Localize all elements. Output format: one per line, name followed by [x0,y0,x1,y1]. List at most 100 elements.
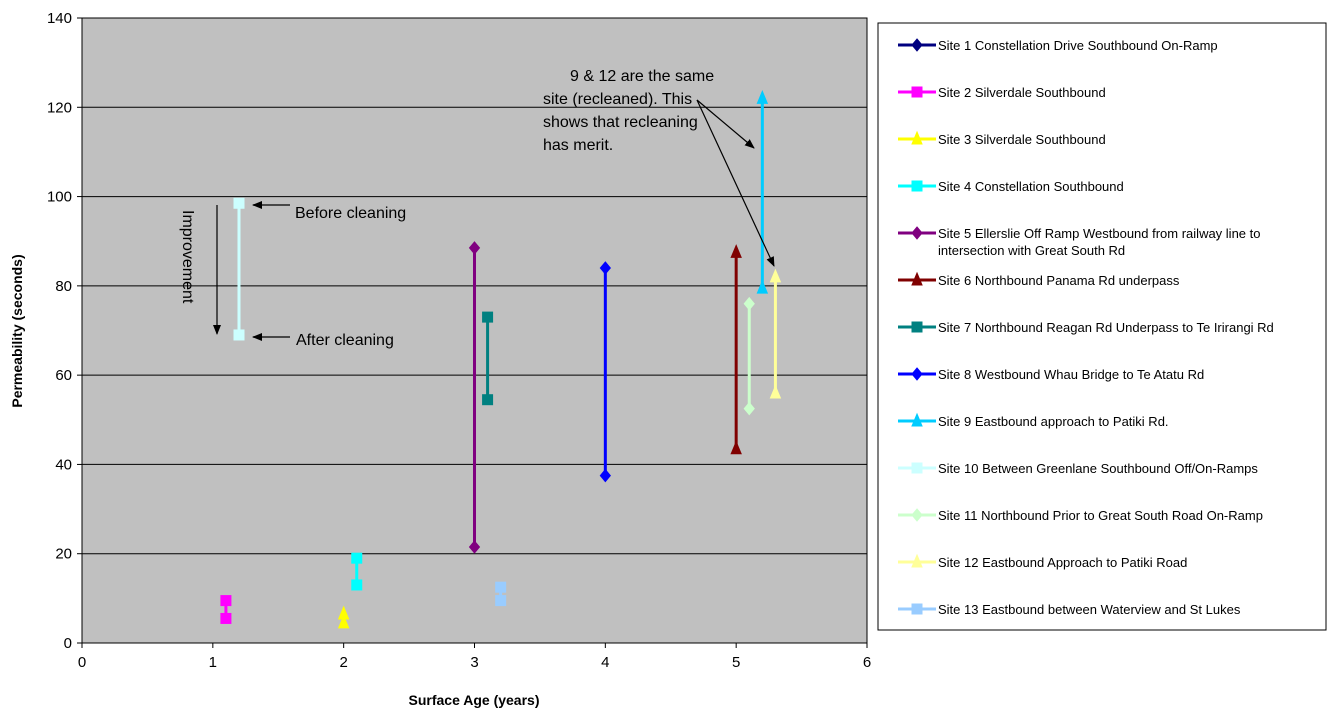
data-point [599,261,611,275]
y-tick-label: 60 [55,367,72,384]
series-4 [351,552,363,591]
legend-entry-site-3: Site 3 Silverdale Southbound [898,130,1106,147]
data-point [468,241,481,255]
series-10 [233,197,245,341]
data-point [351,579,363,591]
annotation-recleaned-line-1: 9 & 12 are the same [570,68,714,85]
legend-entry-site-7: Site 7 Northbound Reagan Rd Underpass to… [898,320,1274,335]
axes: 0 20 40 60 80 100 120 140 0 1 2 3 4 5 6 [47,10,871,671]
legend-swatch-marker [911,271,923,286]
data-point [743,296,755,311]
data-point [756,279,769,294]
arrow-to-site-12 [696,99,775,267]
y-tick-label: 120 [47,99,72,116]
legend-swatch-marker [911,553,923,568]
data-point [599,468,611,483]
x-axis-title: Surface Age (years) [409,692,540,708]
legend-entry-site-10: Site 10 Between Greenlane Southbound Off… [898,461,1258,476]
data-series [220,90,782,629]
y-tick-label: 100 [47,189,72,206]
data-point [743,401,755,416]
arrow-to-site-9 [696,99,755,149]
legend-label: Site 1 Constellation Drive Southbound On… [938,38,1218,53]
series-3 [337,605,350,629]
legend-entry-site-4: Site 4 Constellation Southbound [898,179,1124,194]
legend-swatch-marker [911,367,923,381]
x-tick-label: 3 [470,654,478,671]
data-point [220,595,232,607]
legend-label: Site 3 Silverdale Southbound [938,132,1106,147]
legend-entry-site-12: Site 12 Eastbound Approach to Patiki Roa… [898,553,1187,570]
legend-entry-site-5: Site 5 Ellerslie Off Ramp Westbound from… [898,226,1261,258]
y-tick-label: 140 [47,10,72,27]
legend-label: Site 5 Ellerslie Off Ramp Westbound from… [938,226,1261,258]
legend-swatch-marker [911,412,923,427]
data-point [220,612,232,624]
data-point [482,311,494,323]
data-point [730,244,742,258]
x-tick-label: 6 [863,654,871,671]
annotation-improvement: Improvement [179,210,196,304]
annotation-after-cleaning: After cleaning [296,332,394,349]
data-point [756,90,769,104]
legend-entry-site-13: Site 13 Eastbound between Waterview and … [898,602,1241,617]
legend-entry-site-1: Site 1 Constellation Drive Southbound On… [898,38,1218,53]
legend-swatch-marker [911,180,923,192]
data-point [482,394,494,406]
y-tick-label: 20 [55,546,72,563]
legend-swatch-marker [911,508,923,522]
y-axis-title: Permeability (seconds) [9,254,25,407]
data-point [233,197,245,209]
series-5 [468,241,481,554]
series-13 [495,581,507,607]
x-tick-label: 0 [78,654,86,671]
annotation-recleaned-line-3: shows that recleaning [543,114,698,131]
legend-entry-site-2: Site 2 Silverdale Southbound [898,85,1106,100]
x-tick-label: 4 [601,654,609,671]
legend-label: Site 11 Northbound Prior to Great South … [938,508,1263,523]
y-tick-label: 0 [64,635,72,652]
series-7 [482,311,494,406]
annotation-before-cleaning: Before cleaning [295,205,406,222]
series-12 [769,268,782,399]
legend-box [877,22,1327,631]
data-point [730,440,742,455]
series-6 [730,244,742,455]
series-11 [743,296,755,416]
legend-swatch-marker [911,130,923,145]
annotations: Before cleaning After cleaning Improveme… [179,68,775,349]
legend: Site 1 Constellation Drive Southbound On… [898,38,1274,617]
series-2 [220,595,232,624]
x-tick-label: 2 [339,654,347,671]
data-point [769,384,782,399]
x-tick-label: 5 [732,654,740,671]
legend-swatch-marker [911,321,923,333]
legend-label: Site 10 Between Greenlane Southbound Off… [938,461,1258,476]
annotation-recleaned-line-4: has merit. [543,137,613,154]
legend-label: Site 7 Northbound Reagan Rd Underpass to… [938,320,1274,335]
legend-swatch-marker [911,603,923,615]
data-point [351,552,363,564]
legend-entry-site-8: Site 8 Westbound Whau Bridge to Te Atatu… [898,367,1204,382]
legend-swatch-marker [911,226,923,240]
legend-swatch-marker [911,462,923,474]
y-tick-label: 80 [55,278,72,295]
data-point [495,581,507,593]
legend-swatch-marker [911,86,923,98]
legend-label: Site 9 Eastbound approach to Patiki Rd. [938,414,1169,429]
x-tick-label: 1 [209,654,217,671]
series-8 [599,261,611,483]
annotation-recleaned-line-2: site (recleaned). This [543,91,692,108]
legend-label: Site 12 Eastbound Approach to Patiki Roa… [938,555,1187,570]
data-point [233,329,245,341]
legend-entry-site-9: Site 9 Eastbound approach to Patiki Rd. [898,412,1169,429]
y-tick-label: 40 [55,456,72,473]
legend-label: Site 13 Eastbound between Waterview and … [938,602,1241,617]
legend-label: Site 4 Constellation Southbound [938,179,1124,194]
legend-label: Site 6 Northbound Panama Rd underpass [938,273,1180,288]
legend-label: Site 2 Silverdale Southbound [938,85,1106,100]
data-point [495,595,507,607]
legend-entry-site-6: Site 6 Northbound Panama Rd underpass [898,271,1180,288]
data-point [769,268,782,283]
